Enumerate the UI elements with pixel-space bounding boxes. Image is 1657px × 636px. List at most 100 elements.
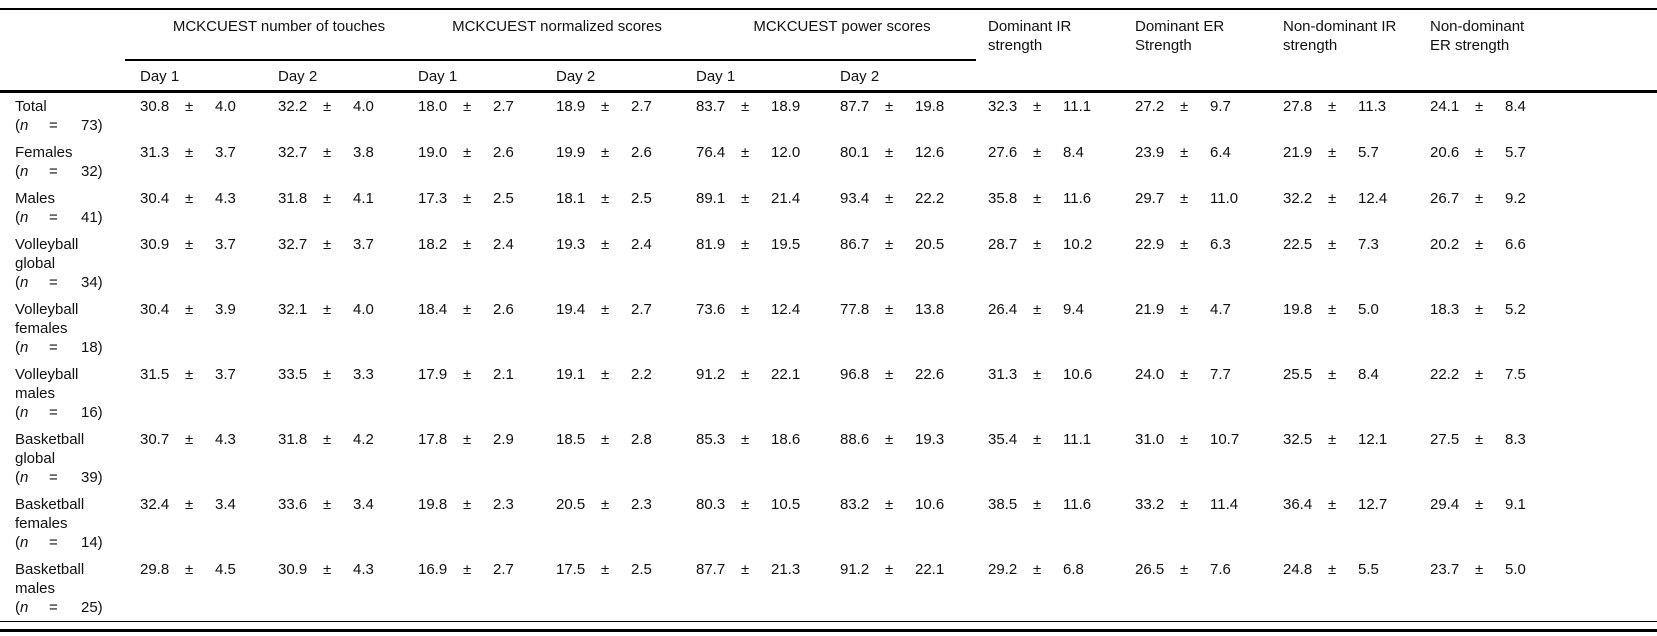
plus-minus-sign: ± [1180, 98, 1189, 115]
measurement-cell: 31.5 ±3.7 [140, 365, 278, 384]
plus-minus-sign: ± [463, 496, 472, 513]
measurement-cell: 30.9 ±3.7 [140, 235, 278, 254]
table-row: Basketball females (n = 14) 32.4 ±3.4 33.6 ±3.4… [0, 491, 1657, 556]
plus-minus-sign: ± [885, 366, 894, 383]
measurement-cell: 33.5 ±3.3 [278, 365, 418, 384]
row-sample-size: (n = 14) [15, 534, 103, 551]
measurement-cell: 31.0 ±10.7 [1135, 430, 1283, 449]
sd-value: 11.6 [1063, 190, 1092, 207]
sd-value: 2.5 [493, 190, 514, 207]
mean-value: 29.2 [988, 561, 1018, 578]
sd-value: 3.7 [353, 236, 374, 253]
sd-value: 2.4 [493, 236, 514, 253]
mean-value: 88.6 [840, 431, 870, 448]
mean-value: 30.4 [140, 301, 170, 318]
sd-value: 11.3 [1358, 98, 1387, 115]
sd-value: 4.5 [215, 561, 236, 578]
mean-value: 35.8 [988, 190, 1018, 207]
measurement-cell: 24.8 ±5.5 [1283, 560, 1430, 579]
sd-value: 7.5 [1505, 366, 1526, 383]
day-header: Day 2 [556, 68, 596, 85]
mean-value: 76.4 [696, 144, 726, 161]
row-sample-size: (n = 25) [15, 599, 103, 616]
mean-value: 32.4 [140, 496, 170, 513]
row-label-line: Females [15, 144, 73, 161]
measurement-cell: 22.5 ±7.3 [1283, 235, 1430, 254]
table-row: Volleyball males (n = 16) 31.5 ±3.7 33.5 ±3.3 17… [0, 361, 1657, 426]
mean-value: 20.2 [1430, 236, 1460, 253]
measurement-cell: 29.8 ±4.5 [140, 560, 278, 579]
mean-value: 83.7 [696, 98, 726, 115]
sd-value: 3.4 [353, 496, 374, 513]
plus-minus-sign: ± [1328, 301, 1337, 318]
day-header-row: Day 1 Day 2 Day 1 Day 2 Day 1 Day 2 [0, 61, 1657, 90]
sd-value: 4.2 [353, 431, 374, 448]
plus-minus-sign: ± [323, 366, 332, 383]
mean-value: 19.4 [556, 301, 586, 318]
measurement-cell: 19.1 ±2.2 [556, 365, 696, 384]
plus-minus-sign: ± [1328, 190, 1337, 207]
mean-value: 32.1 [278, 301, 308, 318]
mean-value: 19.1 [556, 366, 586, 383]
sd-value: 4.0 [353, 98, 374, 115]
mean-value: 32.2 [278, 98, 308, 115]
mean-value: 28.7 [988, 236, 1018, 253]
sd-value: 9.4 [1063, 301, 1084, 318]
sd-value: 11.4 [1210, 496, 1239, 513]
plus-minus-sign: ± [463, 98, 472, 115]
sd-value: 6.4 [1210, 144, 1231, 161]
row-label-line: global [15, 450, 56, 467]
plus-minus-sign: ± [741, 190, 750, 207]
measurement-cell: 31.8 ±4.2 [278, 430, 418, 449]
sd-value: 11.6 [1063, 496, 1092, 513]
measurement-cell: 18.1 ±2.5 [556, 189, 696, 208]
sd-value: 7.6 [1210, 561, 1231, 578]
mean-value: 32.5 [1283, 431, 1313, 448]
measurement-cell: 20.6 ±5.7 [1430, 143, 1657, 162]
measurement-cell: 83.2 ±10.6 [840, 495, 988, 514]
measurement-cell: 19.0 ±2.6 [418, 143, 556, 162]
sd-value: 19.5 [771, 236, 801, 253]
plus-minus-sign: ± [885, 561, 894, 578]
row-label: Males (n = 41) [15, 189, 140, 227]
measurement-cell: 24.0 ±7.7 [1135, 365, 1283, 384]
mean-value: 22.9 [1135, 236, 1165, 253]
plus-minus-sign: ± [741, 561, 750, 578]
sd-value: 21.3 [771, 561, 801, 578]
measurement-cell: 93.4 ±22.2 [840, 189, 988, 208]
sd-value: 3.3 [353, 366, 374, 383]
mean-value: 31.3 [140, 144, 170, 161]
day-header: Day 1 [140, 68, 180, 85]
measurement-cell: 30.4 ±4.3 [140, 189, 278, 208]
plus-minus-sign: ± [463, 236, 472, 253]
mean-value: 87.7 [840, 98, 870, 115]
measurement-cell: 22.9 ±6.3 [1135, 235, 1283, 254]
measurement-cell: 80.1 ±12.6 [840, 143, 988, 162]
col-group-power-scores: MCKCUEST power scores [753, 18, 931, 35]
mean-value: 27.2 [1135, 98, 1165, 115]
mean-value: 30.7 [140, 431, 170, 448]
sd-value: 12.1 [1358, 431, 1388, 448]
sd-value: 10.5 [771, 496, 801, 513]
plus-minus-sign: ± [1475, 366, 1484, 383]
plus-minus-sign: ± [1475, 190, 1484, 207]
measurement-cell: 30.9 ±4.3 [278, 560, 418, 579]
mean-value: 18.0 [418, 98, 448, 115]
sd-value: 4.3 [353, 561, 374, 578]
measurement-cell: 83.7 ±18.9 [696, 97, 840, 116]
plus-minus-sign: ± [1180, 561, 1189, 578]
mean-value: 73.6 [696, 301, 726, 318]
mean-value: 17.9 [418, 366, 448, 383]
measurement-cell: 16.9 ±2.7 [418, 560, 556, 579]
sd-value: 7.3 [1358, 236, 1379, 253]
col-group-number-of-touches: MCKCUEST number of touches [172, 18, 386, 35]
sd-value: 7.7 [1210, 366, 1231, 383]
mean-value: 32.7 [278, 236, 308, 253]
mean-value: 32.2 [1283, 190, 1313, 207]
row-sample-size: (n = 41) [15, 209, 103, 226]
sd-value: 3.7 [215, 236, 236, 253]
mean-value: 18.1 [556, 190, 586, 207]
mckcuest-spanner-rule [125, 59, 976, 61]
plus-minus-sign: ± [185, 561, 194, 578]
